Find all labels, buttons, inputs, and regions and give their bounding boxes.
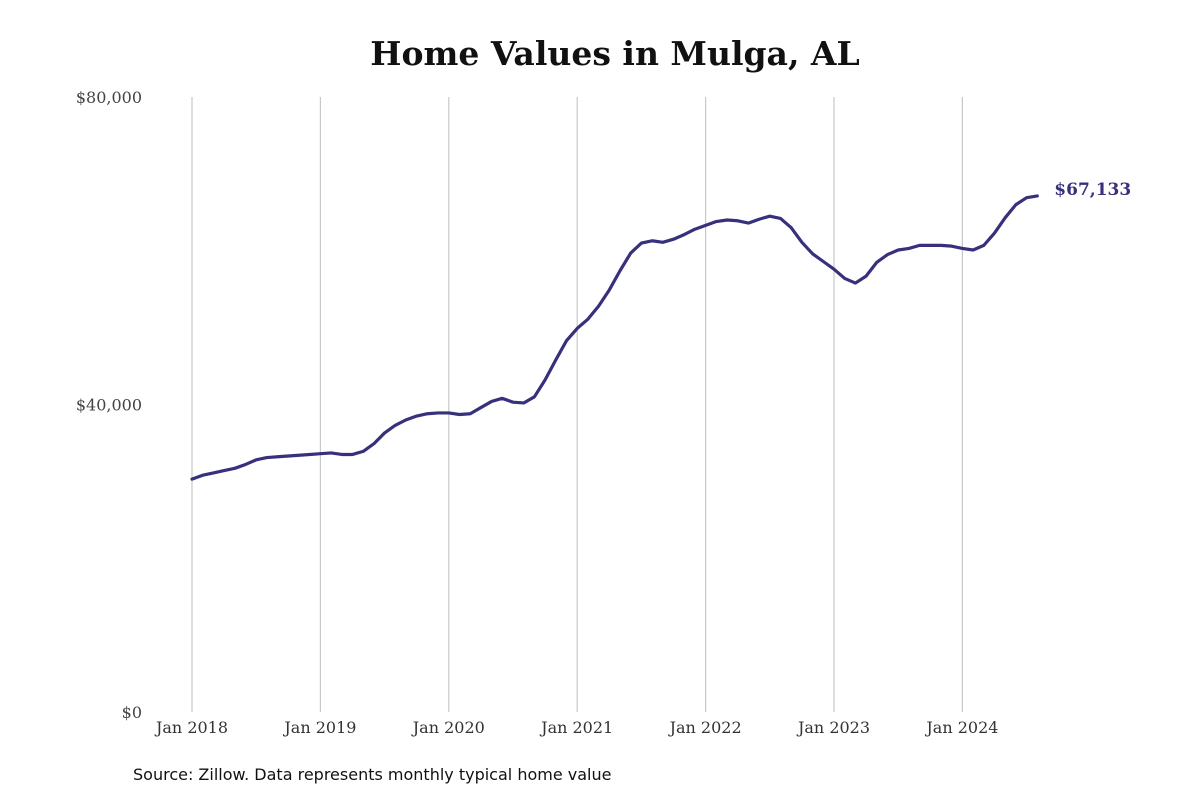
x-tick-label: Jan 2022 [668,718,742,737]
y-axis: $0 $40,000 $80,000 [76,88,142,722]
y-tick-label: $0 [122,703,142,722]
y-tick-label: $80,000 [76,88,142,107]
y-tick-label: $40,000 [76,396,142,415]
x-tick-label: Jan 2023 [796,718,870,737]
series-layer [190,194,1039,481]
end-value-label: $67,133 [1054,180,1131,200]
source-note: Source: Zillow. Data represents monthly … [133,765,612,784]
gridlines [191,97,964,712]
series-line-0 [190,194,1039,481]
x-tick-label: Jan 2021 [539,718,613,737]
annotations: $67,133 [1054,180,1131,200]
x-axis: Jan 2018 Jan 2019 Jan 2020 Jan 2021 Jan 2022… [154,718,998,737]
x-tick-label: Jan 2024 [924,718,998,737]
x-tick-label: Jan 2019 [282,718,356,737]
x-tick-label: Jan 2020 [411,718,485,737]
x-tick-label: Jan 2018 [154,718,228,737]
chart-title: Home Values in Mulga, AL [370,34,860,73]
